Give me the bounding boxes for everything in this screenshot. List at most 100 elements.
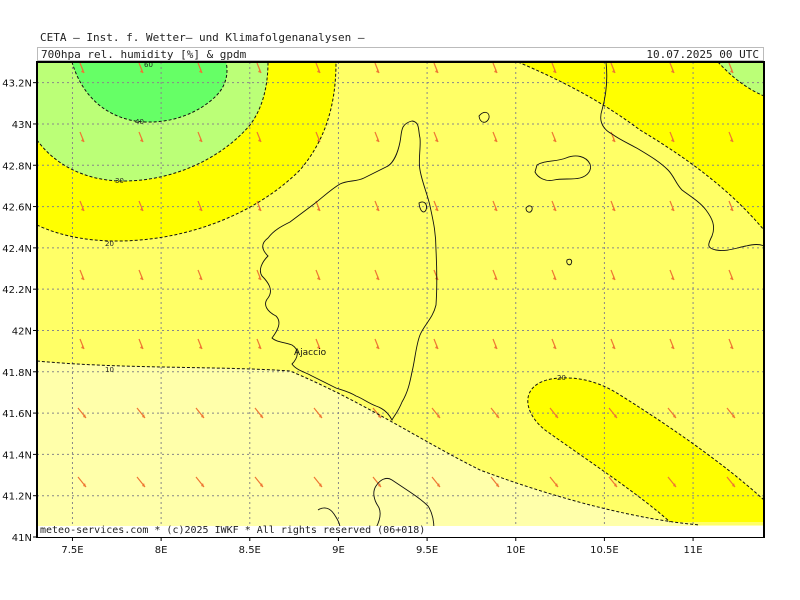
lat-lon-grid [37,62,764,537]
lat-tick-label: 42N [12,326,32,337]
wind-arrow-head [81,69,84,73]
wind-arrow-head [376,276,379,280]
wind-arrow-head [258,207,261,211]
wind-arrow-head [435,69,438,73]
wind-arrow-head [142,483,145,487]
contour-label-60: 60 [144,61,153,69]
longitude-axis: 7.5E 8E 8.5E 9E 9.5E 10E 10.5E 11E [61,537,703,556]
chart-subtitle-bar: 700hpa rel. humidity [%] & gpdm 10.07.20… [37,47,764,61]
latitude-axis: 41N 41.2N 41.4N 41.6N 41.8N 42N 42.2N 42.4N 42.6… [2,79,37,544]
wind-arrow-head [317,345,320,349]
contour-20-northeast [517,62,764,231]
lat-tick-label: 41N [12,533,32,544]
contour-30 [37,62,269,182]
rh-contours [37,62,764,526]
wind-arrow-head [140,345,143,349]
rh-band-20-30-northeast [518,62,764,230]
wind-arrow-head [673,483,676,487]
lon-tick-label: 10E [506,545,525,556]
wind-arrow-head [730,207,733,211]
wind-arrow-head [553,276,556,280]
wind-arrow-head [612,345,615,349]
wind-arrow-head [319,483,322,487]
wind-arrow-head [671,69,674,73]
wind-arrow-head [199,276,202,280]
wind-arrow-head [612,69,615,73]
wind-arrow-head [730,345,733,349]
contour-20-southeast [527,377,764,523]
lat-tick-label: 42.6N [2,203,32,214]
lon-tick-label: 10.5E [590,545,619,556]
montecristo-coast [566,258,573,266]
place-label-ajaccio: Ajaccio [294,348,327,358]
wind-arrow-head [140,207,143,211]
rh-band-30-40-northeast [718,62,764,96]
wind-arrow-head [494,345,497,349]
wind-arrow-head [494,69,497,73]
wind-arrow-head [378,414,381,418]
wind-arrow-head [81,345,84,349]
contour-label-40: 40 [135,118,144,126]
lon-tick-label: 9.5E [416,545,438,556]
wind-arrow-head [376,207,379,211]
wind-arrow-head [140,138,143,142]
wind-arrow-head [671,276,674,280]
map-area: 10 20 30 40 60 20 Ajaccio [37,61,764,537]
wind-arrow-head [81,207,84,211]
wind-arrow-head [671,207,674,211]
contour-label-20-northwest: 20 [105,240,114,248]
lat-tick-label: 42.2N [2,285,32,296]
rh-band-20-30-southeast [527,377,764,522]
valid-time: 10.07.2025 00 UTC [646,48,759,61]
lat-tick-label: 43.2N [2,79,32,90]
institute-title: CETA — Inst. f. Wetter— und Klimafolgena… [40,31,365,44]
wind-arrow-head [612,138,615,142]
wind-arrow-head [732,414,735,418]
wind-arrow-head [553,69,556,73]
lon-tick-label: 8E [155,545,168,556]
wind-arrow-head [83,414,86,418]
wind-arrow-head [555,483,558,487]
lon-tick-label: 8.5E [239,545,261,556]
wind-arrow-head [199,207,202,211]
wind-arrow-head [730,276,733,280]
wind-arrow-head [553,207,556,211]
wind-arrow-head [258,138,261,142]
contour-label-20-southeast: 20 [557,374,566,382]
wind-arrow-head [496,414,499,418]
contour-40 [71,62,228,123]
wind-arrow-head [614,483,617,487]
contour-labels: 10 20 30 40 60 20 [105,61,566,382]
wind-arrow-head [673,414,676,418]
contour-30-northeast [717,62,764,97]
wind-arrow-head [730,138,733,142]
wind-arrows [77,62,736,488]
wind-arrow-head [376,138,379,142]
wind-arrow-head [378,483,381,487]
map-frame [36,61,765,538]
wind-arrow-head [376,345,379,349]
wind-arrow-head [258,276,261,280]
contour-label-10: 10 [105,366,114,374]
pianosa-coast [525,205,533,213]
lat-tick-label: 41.8N [2,368,32,379]
wind-arrow-head [260,483,263,487]
wind-arrow-head [260,414,263,418]
wind-arrow-head [730,69,733,73]
lon-tick-label: 11E [684,545,703,556]
wind-arrow-head [258,345,261,349]
wind-arrow-head [140,276,143,280]
wind-arrow-head [258,69,261,73]
wind-arrow-head [317,276,320,280]
wind-arrow-head [199,138,202,142]
wind-arrow-head [435,207,438,211]
wind-arrow-head [199,345,202,349]
lon-tick-label: 9E [332,545,345,556]
wind-arrow-head [83,483,86,487]
wind-arrow-head [317,69,320,73]
contour-label-30: 30 [115,177,124,185]
wind-arrow-head [671,345,674,349]
lat-tick-label: 41.6N [2,409,32,420]
wind-arrow-head [81,138,84,142]
wind-arrow-head [376,69,379,73]
